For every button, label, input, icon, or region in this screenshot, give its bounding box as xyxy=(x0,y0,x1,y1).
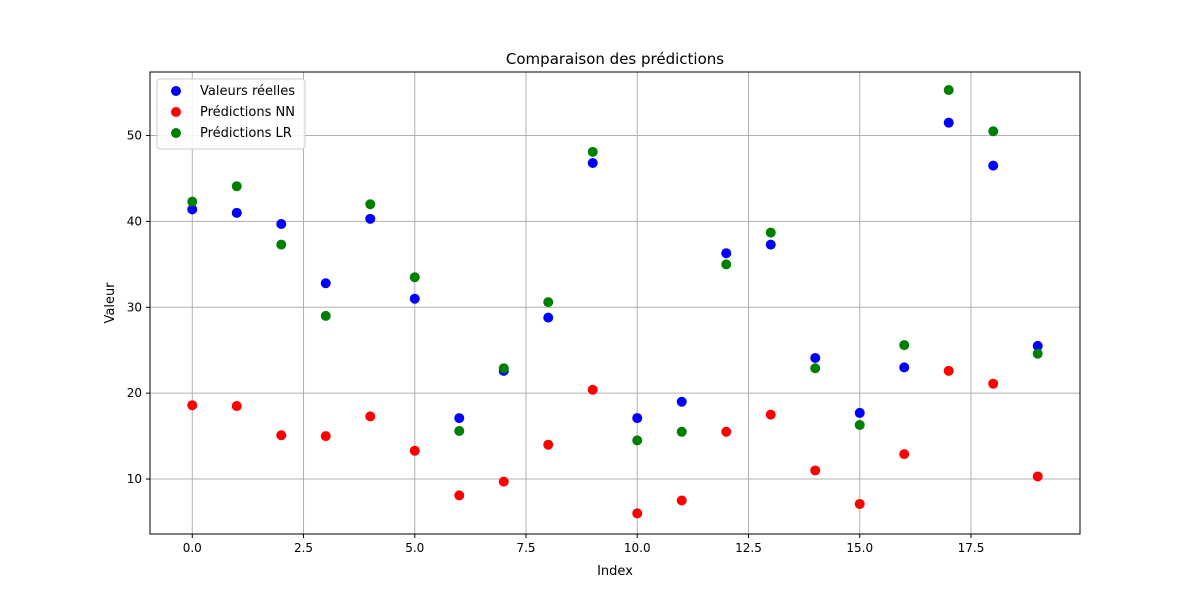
data-point xyxy=(1032,340,1043,351)
x-axis-label: Index xyxy=(597,564,633,579)
legend-label-valeurs-reelles: Valeurs réelles xyxy=(200,84,295,99)
y-axis-label: Valeur xyxy=(103,282,118,324)
y-tick-label: 30 xyxy=(127,300,142,314)
x-tick-label: 7.5 xyxy=(516,541,535,555)
data-point xyxy=(187,400,198,411)
legend-label-predictions-nn: Prédictions NN xyxy=(200,105,295,120)
data-point xyxy=(676,396,687,407)
data-point xyxy=(632,508,643,519)
data-point xyxy=(810,465,821,476)
legend-marker-predictions-lr xyxy=(171,128,181,138)
data-point xyxy=(943,365,954,376)
data-point xyxy=(543,439,554,450)
legend-label-predictions-lr: Prédictions LR xyxy=(200,126,292,141)
data-point xyxy=(454,490,465,501)
data-point xyxy=(320,278,331,289)
y-tick-label: 20 xyxy=(127,386,142,400)
data-point xyxy=(854,419,865,430)
data-point xyxy=(587,384,598,395)
legend-box xyxy=(156,78,306,150)
data-point xyxy=(632,435,643,446)
data-point xyxy=(1032,471,1043,482)
x-tick-label: 5.0 xyxy=(405,541,424,555)
data-point xyxy=(810,363,821,374)
data-point xyxy=(899,449,910,460)
x-tick-label: 2.5 xyxy=(294,541,313,555)
data-point xyxy=(231,181,242,192)
data-point xyxy=(943,117,954,128)
data-point xyxy=(943,85,954,96)
data-point xyxy=(365,199,376,210)
data-point xyxy=(187,204,198,215)
data-point xyxy=(988,378,999,389)
legend: Valeurs réelles Prédictions NN Prédictio… xyxy=(156,78,306,150)
data-point xyxy=(498,476,509,487)
data-point xyxy=(320,431,331,442)
x-tick-label: 12.5 xyxy=(735,541,762,555)
data-point xyxy=(543,312,554,323)
data-point xyxy=(276,218,287,229)
data-point xyxy=(1032,348,1043,359)
data-point xyxy=(276,430,287,441)
data-point xyxy=(721,259,732,270)
data-point xyxy=(498,363,509,374)
x-tick-label: 17.5 xyxy=(958,541,985,555)
data-point xyxy=(721,426,732,437)
data-point xyxy=(988,160,999,171)
data-point xyxy=(187,196,198,207)
data-point xyxy=(632,413,643,424)
legend-marker-valeurs-reelles xyxy=(171,86,181,96)
data-point xyxy=(765,409,776,420)
y-tick-label: 10 xyxy=(127,472,142,486)
data-point xyxy=(454,413,465,424)
data-point xyxy=(676,495,687,506)
data-point xyxy=(765,227,776,238)
data-point xyxy=(988,126,999,137)
data-point xyxy=(854,498,865,509)
data-point xyxy=(409,293,420,304)
x-tick-label: 0.0 xyxy=(183,541,202,555)
y-tick-label: 40 xyxy=(127,214,142,228)
x-tick-label: 10.0 xyxy=(624,541,651,555)
data-point xyxy=(899,340,910,351)
data-point xyxy=(721,248,732,259)
data-point xyxy=(543,297,554,308)
data-point xyxy=(899,362,910,373)
data-point xyxy=(454,425,465,436)
data-point xyxy=(676,426,687,437)
data-point xyxy=(231,401,242,412)
data-point xyxy=(276,239,287,250)
data-point xyxy=(587,146,598,157)
legend-marker-predictions-nn xyxy=(171,107,181,117)
data-point xyxy=(409,272,420,283)
data-point xyxy=(854,407,865,418)
data-point xyxy=(587,158,598,169)
axis-ticks: 0.0 2.5 5.0 7.5 10.0 12.5 15.0 17.5 10 20 30 40 50 xyxy=(127,129,985,555)
data-point xyxy=(409,445,420,456)
plot-area-frame xyxy=(149,71,1081,535)
y-tick-label: 50 xyxy=(127,129,142,143)
data-point xyxy=(231,207,242,218)
data-point xyxy=(365,213,376,224)
data-points xyxy=(187,85,1043,519)
data-point xyxy=(365,411,376,422)
chart-title: Comparaison des prédictions xyxy=(506,50,724,68)
data-point xyxy=(320,310,331,321)
data-point xyxy=(810,352,821,363)
x-tick-label: 15.0 xyxy=(846,541,873,555)
data-point xyxy=(765,239,776,250)
grid-lines xyxy=(150,72,1080,534)
